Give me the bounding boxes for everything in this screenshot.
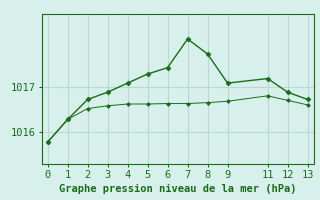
X-axis label: Graphe pression niveau de la mer (hPa): Graphe pression niveau de la mer (hPa)	[59, 184, 296, 194]
